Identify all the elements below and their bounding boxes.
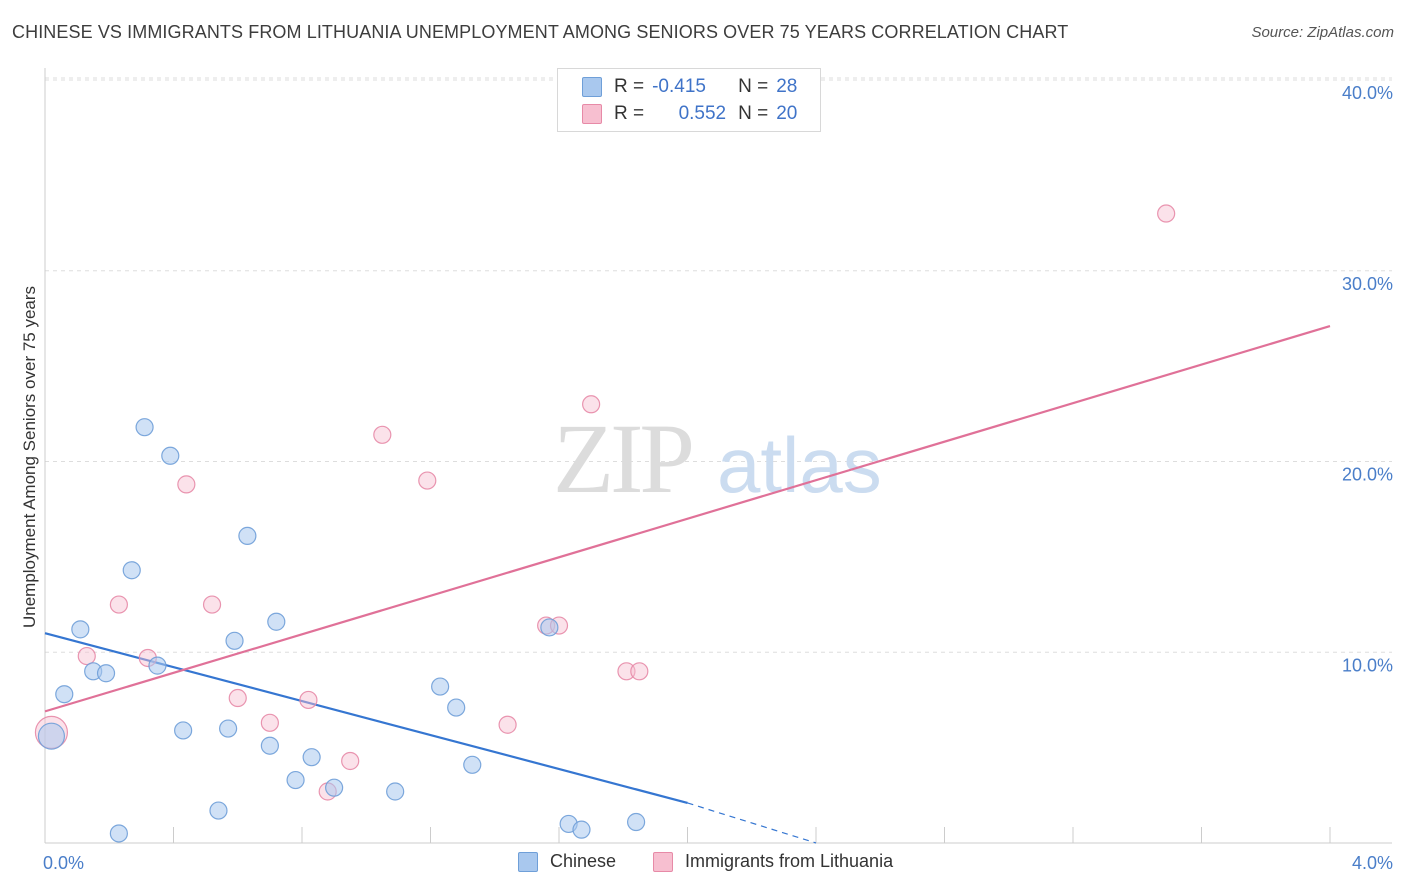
- point-chinese: [96, 664, 116, 683]
- point-chinese: [267, 612, 286, 631]
- legend-n-value: 28: [776, 76, 798, 97]
- legend-r-label: R =: [614, 76, 645, 97]
- point-lithuania: [260, 713, 279, 732]
- legend-n-value: 20: [776, 103, 798, 124]
- chart-title: CHINESE VS IMMIGRANTS FROM LITHUANIA UNE…: [12, 22, 1069, 42]
- point-lithuania: [177, 475, 196, 494]
- legend-swatch-chinese: [518, 851, 538, 872]
- point-chinese: [540, 618, 559, 637]
- legend-swatch-chinese: [582, 77, 602, 97]
- point-chinese: [260, 736, 279, 755]
- point-lithuania: [77, 646, 96, 666]
- data-points: [34, 204, 1176, 843]
- point-chinese: [161, 446, 180, 465]
- source-label: Source: ZipAtlas.com: [1251, 24, 1394, 41]
- trend-line-lithuania: [44, 325, 1331, 713]
- legend-row-lithuania: R = 0.552 N = 20: [582, 101, 797, 127]
- point-chinese: [174, 721, 193, 740]
- y-tick-label: 20.0%: [1342, 465, 1393, 485]
- point-chinese: [626, 812, 646, 832]
- watermark: ZIP atlas: [553, 403, 882, 514]
- y-tick-label: 40.0%: [1342, 83, 1393, 103]
- point-chinese: [219, 719, 238, 738]
- point-chinese: [431, 677, 450, 696]
- trend-line-chinese-extension: [687, 802, 817, 844]
- x-tick-label: 4.0%: [1352, 853, 1393, 873]
- point-lithuania: [341, 751, 360, 771]
- legend-label-lithuania: Immigrants from Lithuania: [685, 851, 894, 871]
- correlation-legend: R = -0.415 N = 28 R = 0.552 N = 20: [557, 68, 821, 132]
- y-axis-label: Unemployment Among Seniors over 75 years: [20, 286, 39, 628]
- point-chinese: [37, 722, 66, 750]
- point-chinese: [447, 698, 466, 717]
- point-chinese: [135, 418, 154, 437]
- point-chinese: [225, 631, 244, 650]
- legend-swatch-lithuania: [653, 851, 673, 872]
- legend-r-label: R =: [614, 103, 645, 124]
- point-chinese: [109, 824, 128, 843]
- watermark-zip: ZIP: [553, 403, 691, 514]
- point-lithuania: [418, 471, 437, 490]
- point-lithuania: [109, 595, 128, 614]
- point-chinese: [238, 526, 257, 545]
- y-tick-label: 30.0%: [1342, 274, 1393, 294]
- point-chinese: [572, 820, 591, 839]
- point-lithuania: [630, 662, 649, 681]
- point-chinese: [71, 620, 90, 639]
- legend-label-chinese: Chinese: [550, 851, 617, 871]
- point-chinese: [55, 685, 74, 704]
- series-legend: Chinese Immigrants from Lithuania: [0, 851, 1406, 877]
- y-tick-label: 10.0%: [1342, 655, 1393, 675]
- watermark-atlas: atlas: [717, 421, 882, 509]
- point-lithuania: [373, 425, 392, 444]
- point-lithuania: [202, 595, 222, 614]
- point-lithuania: [228, 688, 247, 708]
- point-lithuania: [1157, 204, 1176, 223]
- point-lithuania: [498, 715, 517, 734]
- legend-swatch-lithuania: [582, 104, 602, 124]
- point-chinese: [325, 778, 344, 797]
- point-chinese: [386, 782, 405, 801]
- legend-r-value: 0.552: [678, 103, 727, 124]
- x-tick-label: 0.0%: [43, 853, 84, 873]
- point-chinese: [463, 755, 482, 774]
- point-lithuania: [582, 395, 601, 414]
- legend-n-label: N =: [738, 76, 769, 97]
- legend-n-label: N =: [738, 103, 769, 124]
- point-chinese: [209, 801, 228, 820]
- point-chinese: [122, 561, 141, 580]
- point-chinese: [148, 656, 167, 675]
- legend-row-chinese: R = -0.415 N = 28: [582, 74, 797, 100]
- point-lithuania: [299, 690, 318, 710]
- legend-r-value: -0.415: [652, 76, 706, 97]
- legend-item-chinese[interactable]: Chinese: [518, 851, 616, 872]
- tick-labels: 10.0% 20.0% 30.0% 40.0% 0.0% 4.0%: [43, 83, 1393, 873]
- point-chinese: [286, 770, 305, 790]
- legend-item-lithuania[interactable]: Immigrants from Lithuania: [653, 851, 893, 872]
- axes: [44, 68, 1392, 844]
- point-lithuania: [617, 662, 636, 681]
- grid-lines: [45, 77, 1392, 653]
- point-chinese: [302, 748, 321, 767]
